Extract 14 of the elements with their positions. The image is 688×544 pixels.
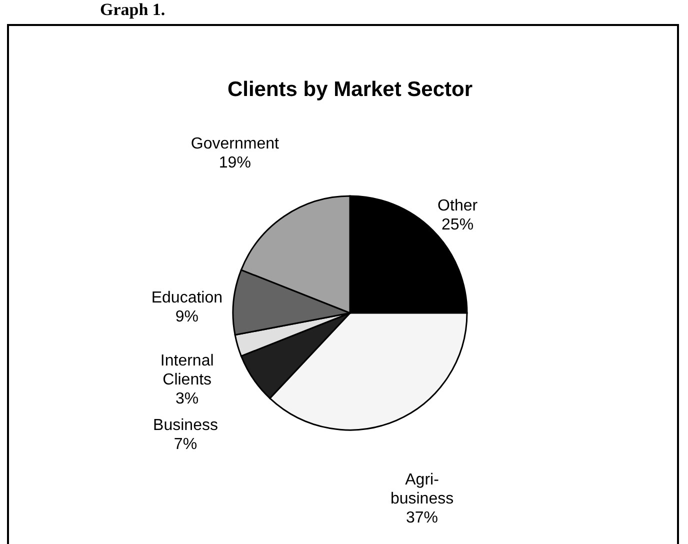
slice-label: Education: [151, 290, 223, 307]
data-label: 3%: [176, 390, 199, 408]
caption: Graph 1.: [100, 0, 166, 20]
slice-label: Business: [153, 416, 218, 434]
slice-label: Other: [438, 197, 478, 214]
slice-label: Internal Clients: [160, 352, 214, 388]
data-label: 19%: [218, 154, 251, 172]
slice-label: Agri-business: [390, 471, 454, 508]
data-label: 37%: [406, 509, 438, 526]
data-label: 25%: [442, 216, 474, 234]
chart-title: Clients by Market Sector: [227, 78, 473, 101]
data-label: 9%: [175, 308, 198, 326]
data-label: 7%: [174, 436, 198, 453]
slice-label: Government: [190, 136, 280, 153]
